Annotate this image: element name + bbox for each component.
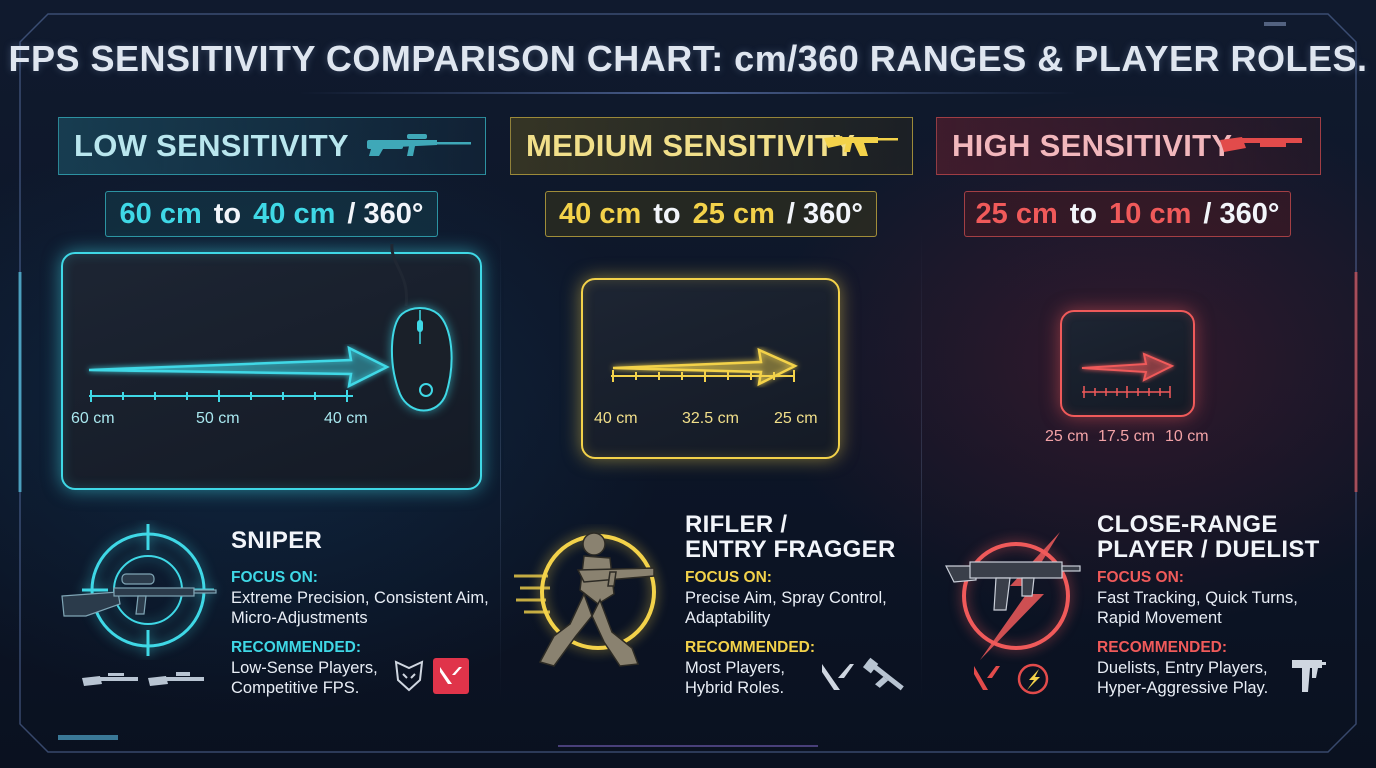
medium-arrow-scale: [611, 347, 798, 387]
high-role-title: CLOSE-RANGE: [1097, 511, 1278, 538]
high-recommended-line: Duelists, Entry Players,: [1097, 659, 1268, 677]
low-role-title: SNIPER: [231, 527, 323, 554]
medium-sensitivity-heading: MEDIUM SENSITIVITY: [526, 128, 856, 163]
low-recommended-line: Competitive FPS.: [231, 679, 360, 697]
low-range-box: 60 cm to 40 cm / 360°: [105, 191, 438, 237]
page-title: FPS SENSITIVITY COMPARISON CHART: cm/360…: [8, 38, 1368, 79]
team-logo-icon: [394, 660, 424, 692]
team-logo-icon: [1017, 663, 1049, 695]
low-focus-label: FOCUS ON:: [231, 569, 318, 586]
medium-scale-label: 32.5 cm: [682, 410, 739, 427]
valorant-logo-icon: [822, 664, 854, 690]
low-range-to-word: to: [213, 197, 242, 230]
smg-icon: [945, 532, 1081, 660]
low-scale-label: 50 cm: [196, 410, 240, 427]
low-sensitivity-header: LOW SENSITIVITY: [58, 117, 486, 175]
low-scale-label: 60 cm: [71, 410, 115, 427]
low-recommended-line: Low-Sense Players,: [231, 659, 378, 677]
low-focus-line: Micro-Adjustments: [231, 609, 368, 627]
medium-focus-label: FOCUS ON:: [685, 569, 772, 586]
high-range-to: 10 cm: [1109, 197, 1192, 230]
medium-recommended-label: RECOMMENDED:: [685, 639, 816, 656]
crosshair-icon: [61, 524, 217, 656]
low-range-to: 40 cm: [253, 197, 336, 230]
low-range-from: 60 cm: [119, 197, 202, 230]
column-divider: [500, 230, 501, 700]
high-scale-label: 17.5 cm: [1098, 428, 1155, 445]
high-sensitivity-header: HIGH SENSITIVITY: [936, 117, 1321, 175]
rifle-icon: [82, 672, 204, 686]
medium-role-title: ENTRY FRAGGER: [685, 536, 896, 563]
high-role-title: PLAYER / DUELIST: [1097, 536, 1320, 563]
title-underline: [300, 92, 1076, 94]
assault-rifle-icon: [824, 136, 898, 156]
high-range-from: 25 cm: [975, 197, 1058, 230]
high-range-box: 25 cm to 10 cm / 360°: [964, 191, 1291, 237]
low-recommended-label: RECOMMENDED:: [231, 639, 362, 656]
high-scale-label: 25 cm: [1045, 428, 1089, 445]
medium-focus-line: Precise Aim, Spray Control,: [685, 589, 887, 607]
medium-role-title: RIFLER /: [685, 511, 788, 538]
low-focus-line: Extreme Precision, Consistent Aim,: [231, 589, 489, 607]
low-arrow-scale: [88, 345, 390, 402]
high-focus-line: Fast Tracking, Quick Turns,: [1097, 589, 1298, 607]
medium-focus-line: Adaptability: [685, 609, 771, 627]
high-sensitivity-heading: HIGH SENSITIVITY: [952, 128, 1233, 163]
medium-range-from: 40 cm: [559, 197, 642, 230]
medium-recommended-line: Hybrid Roles.: [685, 679, 785, 697]
mouse-icon: [390, 244, 453, 412]
medium-recommended-line: Most Players,: [685, 659, 785, 677]
valorant-logo-icon: [974, 666, 1000, 690]
medium-scale-label: 40 cm: [594, 410, 638, 427]
medium-range-to: 25 cm: [692, 197, 775, 230]
medium-scale-label: 25 cm: [774, 410, 818, 427]
low-sensitivity-heading: LOW SENSITIVITY: [74, 128, 349, 163]
shotgun-icon: [1220, 137, 1302, 152]
uzi-icon: [1292, 660, 1326, 692]
low-range-unit: / 360°: [347, 197, 424, 230]
high-focus-line: Rapid Movement: [1097, 609, 1222, 627]
high-recommended-line: Hyper-Aggressive Play.: [1097, 679, 1269, 697]
valorant-logo-icon: [433, 658, 469, 694]
high-range-to-word: to: [1069, 197, 1098, 230]
high-recommended-label: RECOMMENDED:: [1097, 639, 1228, 656]
medium-range-unit: / 360°: [786, 197, 863, 230]
high-range-unit: / 360°: [1203, 197, 1280, 230]
medium-range-to-word: to: [653, 197, 681, 230]
medium-range-box: 40 cm to 25 cm / 360°: [545, 191, 877, 237]
column-divider: [921, 230, 922, 700]
medium-sensitivity-header: MEDIUM SENSITIVITY: [510, 117, 913, 175]
high-scale-label: 10 cm: [1165, 428, 1209, 445]
low-scale-label: 40 cm: [324, 410, 368, 427]
sniper-rifle-icon: [367, 134, 471, 156]
high-arrow-scale: [1081, 352, 1175, 398]
rifle-icon: [862, 657, 904, 691]
high-mousepad: [1060, 310, 1195, 417]
high-focus-label: FOCUS ON:: [1097, 569, 1184, 586]
running-soldier-icon: [514, 532, 656, 667]
